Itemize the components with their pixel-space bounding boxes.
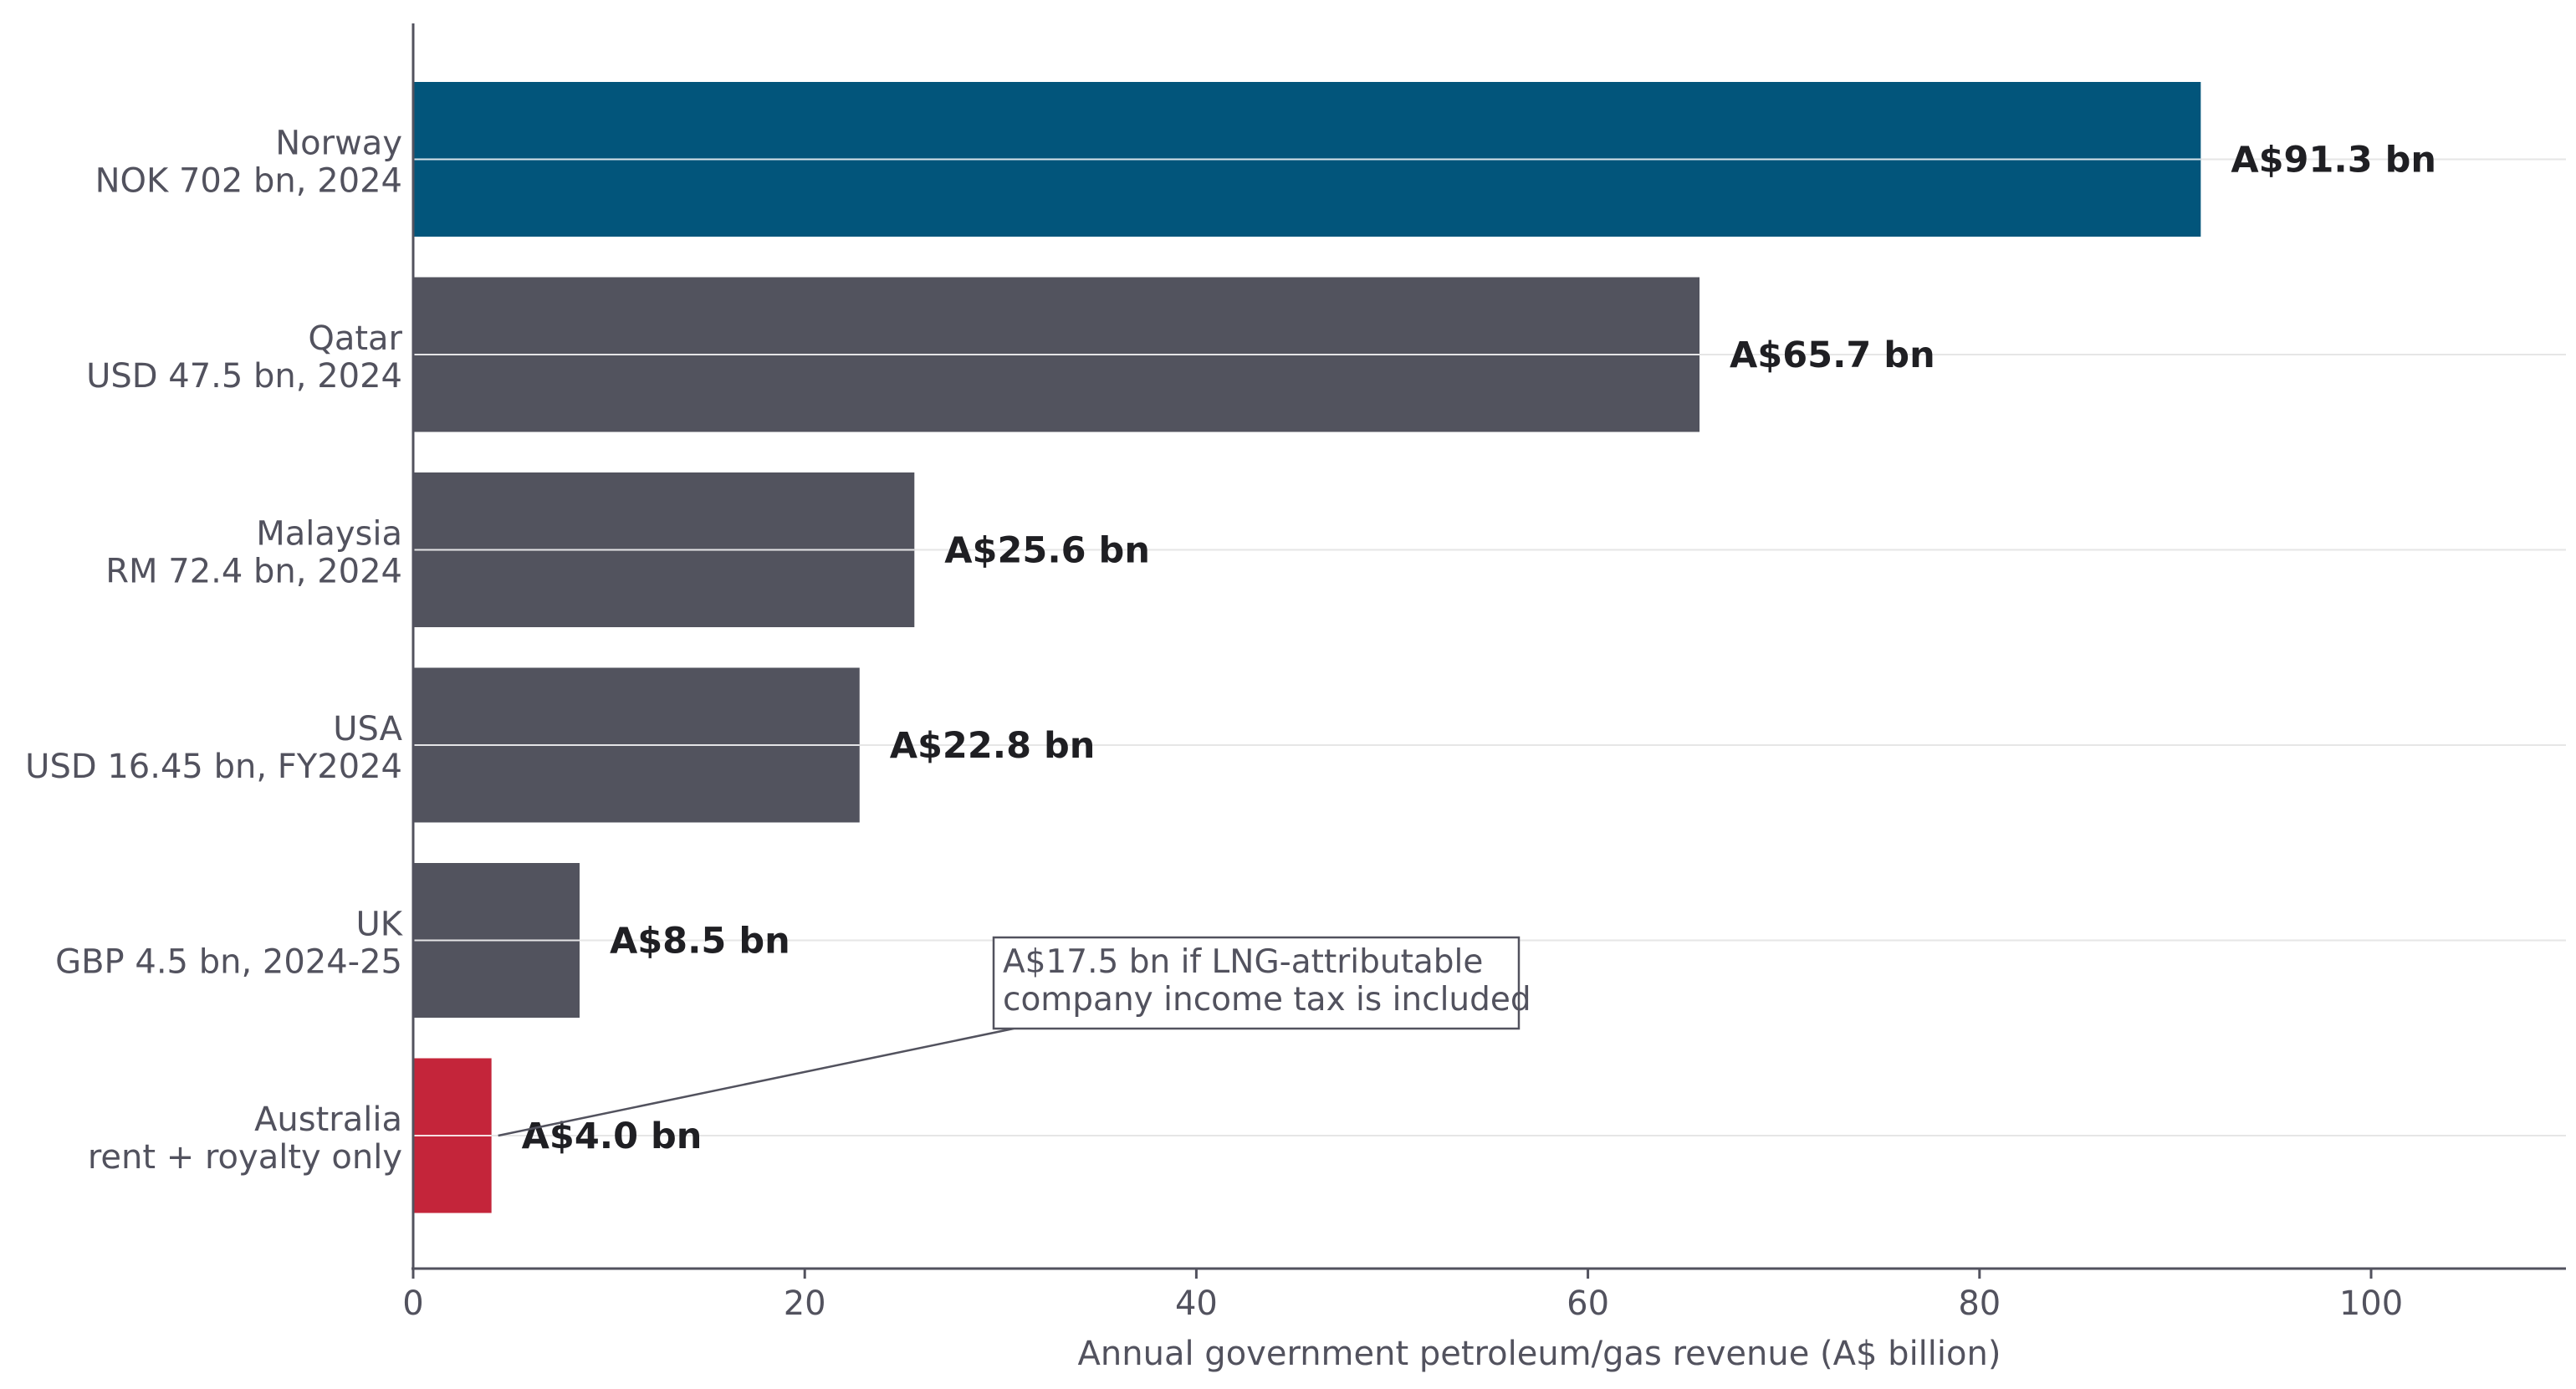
- x-tick-label: 60: [1567, 1284, 1609, 1323]
- category-label: Qatar: [308, 319, 402, 358]
- value-label: A$65.7 bn: [1730, 334, 1935, 376]
- x-axis-title: Annual government petroleum/gas revenue …: [1078, 1335, 2001, 1373]
- category-label: UK: [355, 906, 403, 944]
- category-detail-label: RM 72.4 bn, 2024: [105, 553, 402, 591]
- category-label: Malaysia: [256, 515, 402, 554]
- value-label: A$22.8 bn: [890, 725, 1096, 767]
- category-detail-label: USD 16.45 bn, FY2024: [25, 748, 402, 786]
- value-label: A$4.0 bn: [522, 1116, 703, 1157]
- annotation-text-line: company income tax is included: [1003, 981, 1531, 1019]
- x-tick-label: 100: [2339, 1284, 2403, 1323]
- category-label: USA: [333, 710, 402, 748]
- category-detail-label: USD 47.5 bn, 2024: [86, 357, 402, 396]
- category-label: Australia: [254, 1100, 402, 1139]
- value-label: A$25.6 bn: [944, 530, 1150, 572]
- category-label: Norway: [275, 125, 402, 163]
- annotation-text-line: A$17.5 bn if LNG-attributable: [1003, 943, 1483, 981]
- category-detail-label: GBP 4.5 bn, 2024-25: [55, 943, 402, 982]
- x-tick-label: 40: [1175, 1284, 1218, 1323]
- category-detail-label: rent + royalty only: [88, 1138, 402, 1177]
- x-tick-label: 20: [784, 1284, 826, 1323]
- x-tick-label: 0: [402, 1284, 423, 1323]
- value-label: A$8.5 bn: [610, 921, 790, 963]
- axis-layer: 0 20 40 60 80 100: [402, 23, 2566, 1323]
- category-detail-label: NOK 702 bn, 2024: [95, 162, 402, 201]
- bar-layer: [413, 82, 2201, 1213]
- annotation-box: [992, 936, 1521, 1030]
- x-tick-label: 80: [1958, 1284, 2001, 1323]
- value-label: A$91.3 bn: [2231, 140, 2436, 181]
- annotation-leader-line: [498, 1027, 1015, 1137]
- annotation: A$17.5 bn if LNG-attributable company in…: [498, 936, 1531, 1137]
